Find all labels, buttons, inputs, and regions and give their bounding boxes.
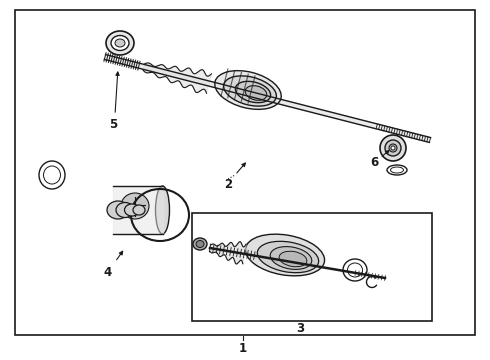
Ellipse shape <box>389 144 397 152</box>
Bar <box>192 213 432 321</box>
Ellipse shape <box>121 193 149 219</box>
Ellipse shape <box>245 234 324 276</box>
Ellipse shape <box>223 76 276 106</box>
Ellipse shape <box>193 238 207 250</box>
Ellipse shape <box>133 205 145 215</box>
Ellipse shape <box>279 251 307 267</box>
Text: 1: 1 <box>239 342 247 355</box>
Text: 5: 5 <box>109 118 117 131</box>
Ellipse shape <box>270 247 312 269</box>
Ellipse shape <box>116 202 134 217</box>
Ellipse shape <box>257 241 318 273</box>
Polygon shape <box>104 55 431 143</box>
Ellipse shape <box>245 86 267 100</box>
Ellipse shape <box>107 201 129 219</box>
Ellipse shape <box>115 39 125 47</box>
Ellipse shape <box>124 204 140 216</box>
Text: 3: 3 <box>296 321 304 334</box>
Text: 6: 6 <box>370 156 378 168</box>
Ellipse shape <box>215 71 281 109</box>
Text: 2: 2 <box>224 179 232 192</box>
Polygon shape <box>143 63 212 93</box>
Ellipse shape <box>385 140 401 156</box>
Ellipse shape <box>111 36 129 50</box>
Ellipse shape <box>106 31 134 55</box>
Polygon shape <box>210 242 246 264</box>
Ellipse shape <box>235 81 270 103</box>
Ellipse shape <box>380 135 406 161</box>
Polygon shape <box>113 186 163 234</box>
Ellipse shape <box>155 186 170 234</box>
Ellipse shape <box>391 146 395 150</box>
Ellipse shape <box>196 240 204 248</box>
Text: 4: 4 <box>104 266 112 279</box>
